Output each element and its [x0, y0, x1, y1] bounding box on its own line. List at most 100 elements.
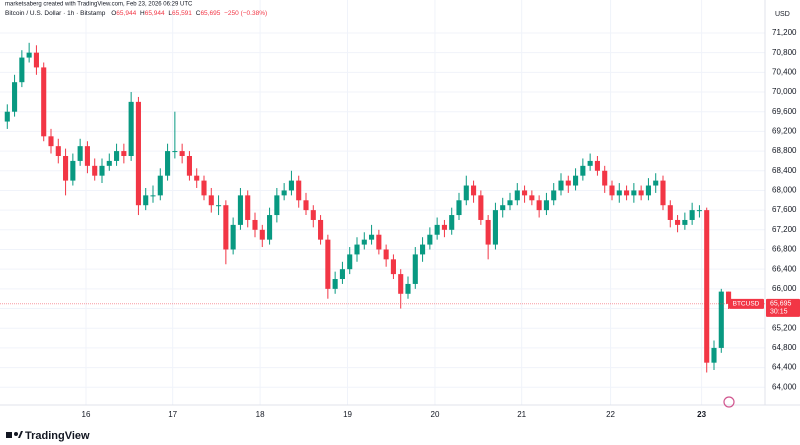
high-label: H [140, 10, 145, 17]
candle-body [259, 229, 265, 240]
candle-body [631, 190, 637, 196]
y-tick-label: 69,200 [772, 127, 797, 136]
candle-body [12, 82, 18, 112]
symbol-tag [729, 298, 764, 309]
y-tick-label: 64,400 [772, 363, 797, 372]
candle-body [339, 269, 345, 280]
candle-body [186, 155, 192, 176]
high-value: 65,944 [145, 10, 165, 17]
candle-body [456, 200, 462, 216]
candle-body [318, 219, 324, 240]
candle-body [201, 180, 207, 196]
candle-body [48, 136, 54, 147]
countdown-text: 30:15 [770, 309, 788, 316]
grid [0, 0, 765, 405]
candle-body [543, 200, 549, 211]
candle-body [602, 170, 608, 186]
y-tick-label: 67,200 [772, 225, 797, 234]
price-tag-text: 65,695 [770, 301, 792, 308]
candle-body [645, 185, 651, 196]
candle-body [216, 205, 222, 207]
logo-icon [14, 432, 18, 436]
x-tick-label: 23 [697, 410, 706, 419]
x-tick-label: 16 [82, 410, 91, 419]
low-label: L [168, 10, 172, 17]
candle-body [616, 190, 622, 196]
candle-body [70, 160, 76, 181]
candle-body [675, 219, 681, 225]
y-tick-label: 69,600 [772, 107, 797, 116]
y-tick-label: 70,000 [772, 87, 797, 96]
candle-body [55, 146, 61, 156]
change: −250 (−0.38%) [224, 10, 267, 17]
y-tick-label: 68,800 [772, 146, 797, 155]
candle-body [529, 195, 535, 201]
candle-body [157, 175, 163, 196]
y-tick-label: 64,800 [772, 343, 797, 352]
candle-body [398, 274, 404, 294]
candle-body [514, 190, 520, 201]
candle-body [689, 210, 695, 220]
currency: USD [775, 11, 790, 18]
candle-body [594, 160, 600, 171]
candle-body [19, 57, 25, 83]
candle-body [558, 180, 564, 191]
candle-body [63, 155, 69, 181]
legend: Bitcoin / U.S. Dollar · 1h · Bitstamp O 6… [5, 10, 267, 17]
candle-body [128, 101, 134, 156]
candle-body [522, 190, 528, 196]
open-label: O [111, 10, 116, 17]
candle-body [390, 259, 396, 275]
x-tick-label: 19 [343, 410, 352, 419]
candle-body [609, 185, 615, 196]
candle-body [471, 185, 477, 196]
logo-text: TradingView [25, 430, 90, 442]
candle-body [704, 210, 710, 363]
candle-body [99, 165, 105, 176]
candle-body [267, 215, 273, 240]
candle-body [288, 180, 294, 191]
candle-body [114, 151, 120, 161]
candle-body [492, 210, 498, 245]
candle-body [405, 283, 411, 294]
event-icon [723, 396, 735, 408]
candles [4, 42, 732, 373]
candle-body [427, 234, 433, 245]
x-tick-label: 18 [256, 410, 265, 419]
candle-body [135, 101, 141, 206]
credit: marketsaberg created with TradingView.co… [5, 2, 193, 8]
candle-body [412, 254, 418, 284]
symbol-tag-text: BTCUSD [733, 301, 760, 308]
y-tick-label: 66,400 [772, 264, 797, 273]
y-tick-label: 67,600 [772, 205, 797, 214]
logo: TradingView [6, 430, 90, 442]
candle-body [41, 67, 47, 137]
candle-body [696, 210, 702, 212]
candle-body [274, 195, 280, 216]
candle-body [660, 180, 666, 206]
y-tick-label: 71,200 [772, 28, 797, 37]
symbol: Bitcoin / U.S. Dollar · 1h · Bitstamp [5, 10, 106, 17]
candle-body [376, 234, 382, 250]
price-tag [766, 298, 800, 317]
candle-body [230, 224, 236, 250]
x-tick-label: 21 [517, 410, 526, 419]
candle-body [369, 234, 375, 240]
candle-body [573, 175, 579, 186]
y-tick-label: 70,800 [772, 48, 797, 57]
candle-body [441, 224, 447, 230]
candle-body [143, 195, 149, 206]
candle-body [77, 146, 83, 161]
candle-body [179, 151, 185, 156]
candle-body [667, 205, 673, 220]
candle-body [208, 195, 214, 206]
x-tick-label: 22 [606, 410, 615, 419]
y-tick-label: 64,000 [772, 382, 797, 391]
candle-body [347, 254, 353, 270]
candle-body [303, 200, 309, 211]
candle-body [580, 165, 586, 176]
y-tick-label: 65,200 [772, 323, 797, 332]
candle-body [26, 52, 32, 58]
